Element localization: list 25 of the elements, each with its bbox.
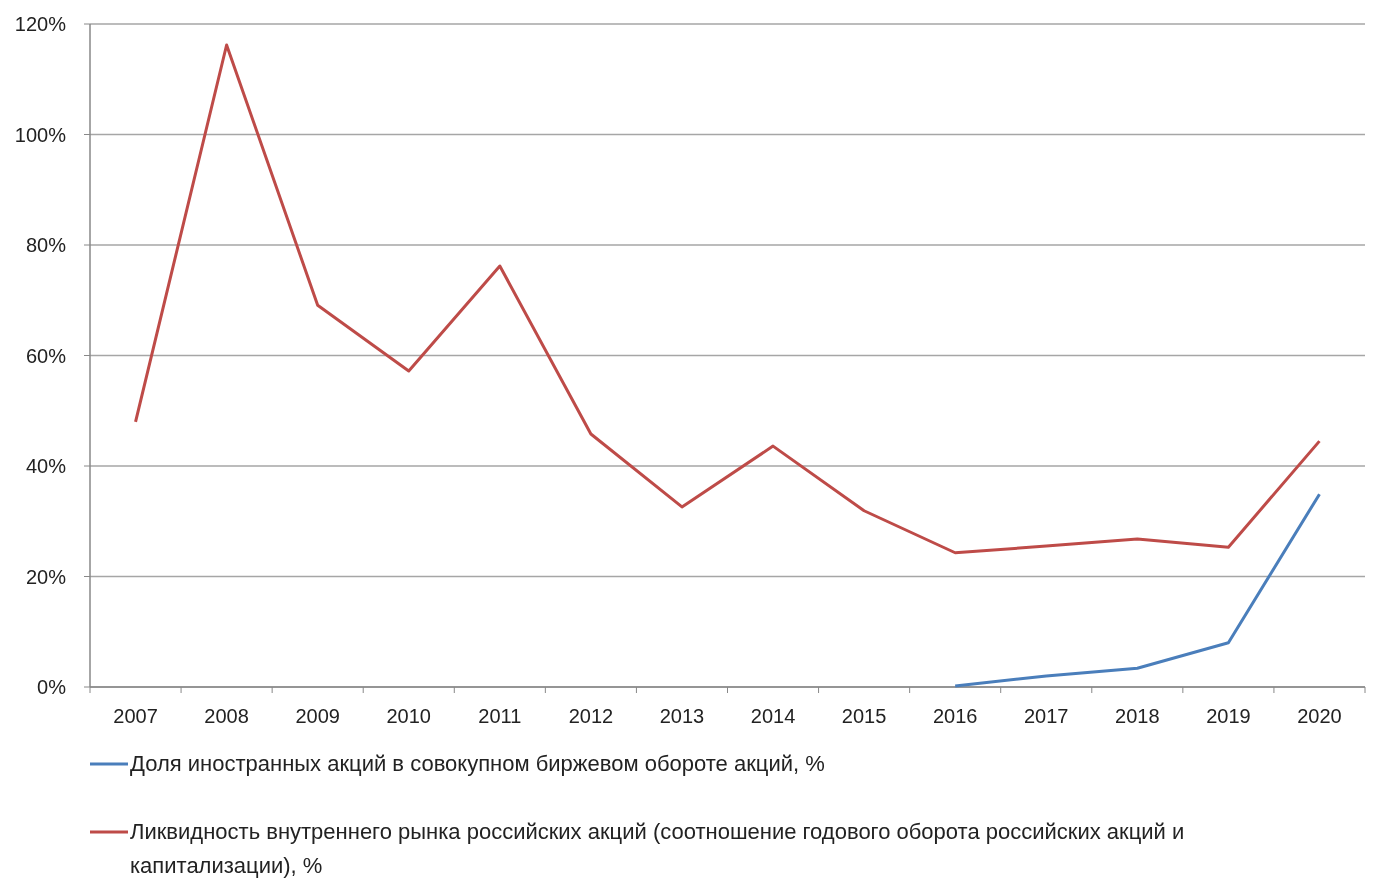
x-tick-label: 2012 <box>568 705 614 727</box>
x-tick-label: 2016 <box>932 705 978 727</box>
x-tick-label: 2019 <box>1206 705 1251 727</box>
x-tick-label: 2014 <box>750 705 796 727</box>
x-tick-label: 2015 <box>841 705 887 727</box>
x-tick-label: 2020 <box>1297 705 1342 727</box>
legend-label: Доля иностранных акций в совокупном биржевом обороте акций, % <box>130 751 825 776</box>
x-tick-label: 2007 <box>113 705 158 727</box>
y-tick-label: 80% <box>25 234 67 256</box>
y-tick-label: 40% <box>25 455 67 477</box>
line-series <box>953 492 1321 688</box>
legend-label: Ликвидность внутреннего рынка российских акций (соотношение годового оборота российских акций и капитализации), % <box>130 819 1185 878</box>
line-series <box>134 43 1321 555</box>
x-tick-label: 2017 <box>1024 705 1069 727</box>
y-tick-label: 100% <box>14 123 67 146</box>
x-tick-label: 2011 <box>478 705 522 727</box>
x-tick-label: 2018 <box>1115 705 1160 727</box>
y-tick-label: 60% <box>25 344 67 367</box>
x-tick-label: 2008 <box>204 705 249 727</box>
x-tick-label: 2009 <box>295 705 340 727</box>
x-tick-label: 2010 <box>386 705 431 727</box>
x-tick-label: 2013 <box>659 705 705 727</box>
y-tick-label: 120% <box>14 13 67 35</box>
y-tick-label: 20% <box>25 565 67 588</box>
y-tick-label: 0% <box>37 676 67 698</box>
